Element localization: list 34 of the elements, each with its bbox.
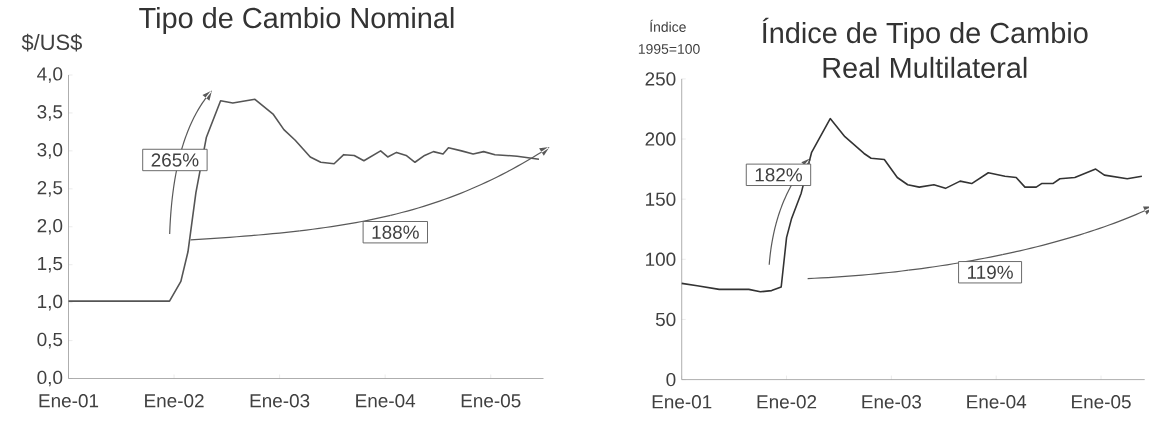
x-tick-label: Ene-01 xyxy=(39,394,99,408)
x-tick-label: Ene-02 xyxy=(145,394,204,408)
y-tick-label: 250 xyxy=(645,72,676,86)
y-tick-label: 1,5 xyxy=(38,256,63,273)
y-tick-label: 2,5 xyxy=(37,180,63,197)
y-axis-title: Índice 1995=100 xyxy=(638,19,700,54)
y-tick-label: 2,0 xyxy=(37,218,63,235)
x-tick-label: Ene-04 xyxy=(356,394,416,408)
annotation: 188% xyxy=(372,225,419,239)
x-tick-label: Ene-05 xyxy=(461,394,521,408)
y-tick-label: 3,5 xyxy=(37,105,63,121)
y-tick-label: 4,0 xyxy=(37,67,63,83)
y-tick-label: 200 xyxy=(645,132,676,146)
y-tick-label: 150 xyxy=(646,192,676,206)
y-tick-label: 50 xyxy=(655,312,676,327)
y-tick-label: 0,5 xyxy=(37,332,63,349)
x-tick-label: Ene-01 xyxy=(652,395,712,409)
annotation: 182% xyxy=(755,168,802,182)
x-tick-label: Ene-05 xyxy=(1072,395,1131,409)
y-tick-label: 0 xyxy=(666,372,676,387)
y-tick-label: 1,0 xyxy=(38,294,63,311)
chart-title: Índice de Tipo de Cambio Real Multilateral xyxy=(762,17,1088,79)
x-tick-label: Ene-03 xyxy=(250,394,310,408)
y-tick-label: 100 xyxy=(646,252,676,267)
x-tick-label: Ene-02 xyxy=(757,395,817,409)
y-tick-label: 0,0 xyxy=(37,370,63,387)
annotation: 265% xyxy=(151,153,199,167)
x-tick-label: Ene-04 xyxy=(967,395,1027,409)
y-tick-label: 3,0 xyxy=(37,143,63,159)
chart-title: Tipo de Cambio Nominal xyxy=(139,7,454,34)
line-series xyxy=(680,117,1143,293)
x-tick-label: Ene-03 xyxy=(862,395,922,409)
y-axis-title: $/US$ xyxy=(21,33,82,52)
annotation: 119% xyxy=(968,265,1013,279)
